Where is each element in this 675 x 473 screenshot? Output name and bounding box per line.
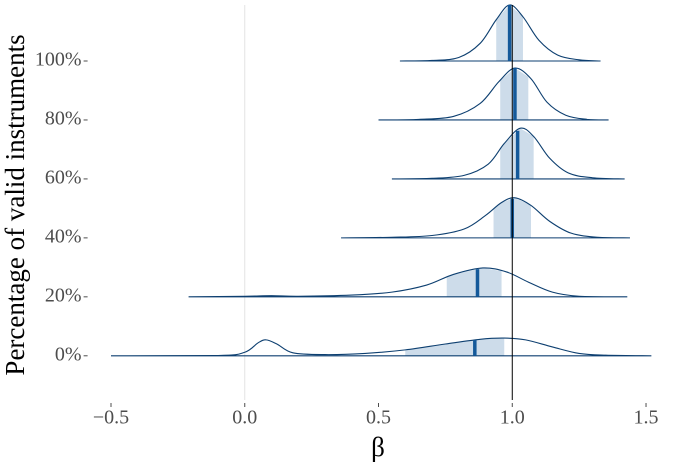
density: [341, 197, 630, 239]
y-tick-label: 80%: [45, 108, 82, 130]
x-tick-label: −0.5: [93, 407, 129, 429]
y-tick-label: 40%: [45, 225, 82, 247]
density: [391, 127, 625, 180]
interval: [405, 338, 505, 356]
y-tick-label: 60%: [45, 167, 82, 189]
y-tick-label: 0%: [55, 343, 82, 365]
x-tick-label: 0.5: [366, 407, 391, 429]
x-tick-label: 0.0: [232, 407, 257, 429]
density: [399, 4, 601, 62]
density: [110, 337, 652, 357]
y-tick-label: 20%: [45, 284, 82, 306]
y-axis-title: Percentage of valid instruments: [0, 34, 30, 375]
x-axis-title: β: [371, 432, 385, 462]
y-tick-label: 100%: [35, 49, 82, 71]
x-tick-label: 1.0: [500, 407, 525, 429]
interval: [446, 267, 502, 297]
density: [188, 267, 628, 298]
x-tick-label: 1.5: [634, 407, 659, 429]
density: [378, 67, 609, 121]
